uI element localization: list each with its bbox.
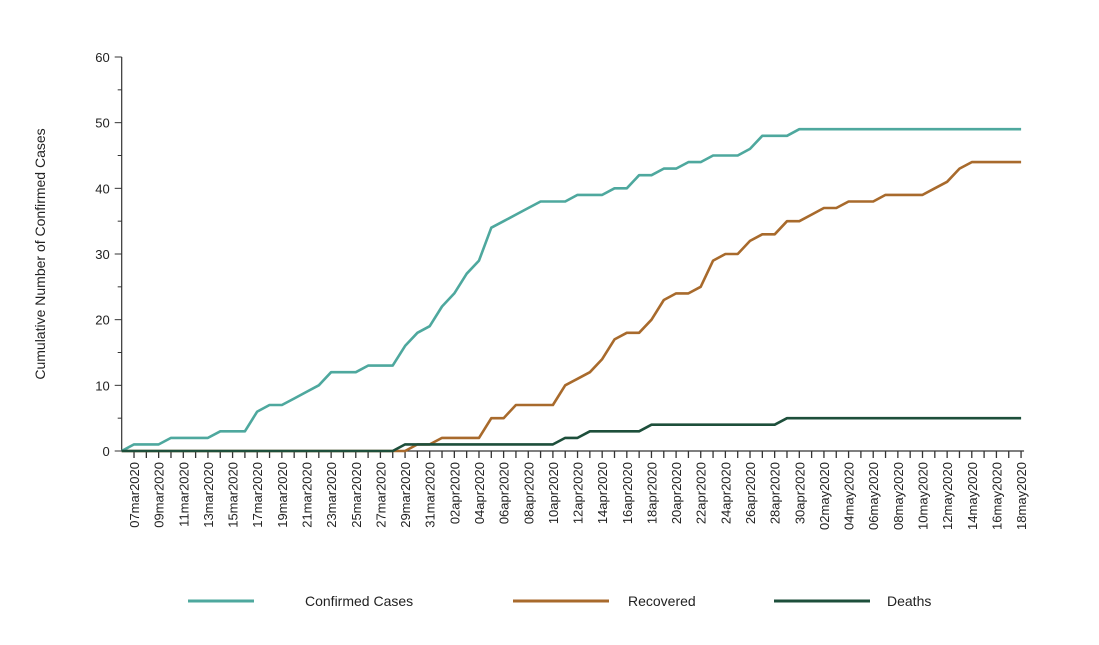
x-tick-label: 04apr2020 bbox=[472, 462, 487, 524]
x-tick-label: 23mar2020 bbox=[324, 462, 339, 528]
recovered-line bbox=[121, 160, 1022, 453]
x-tick-label: 15mar2020 bbox=[226, 462, 241, 528]
y-tick-label: 50 bbox=[95, 116, 109, 131]
x-tick-label: 08apr2020 bbox=[521, 462, 536, 524]
x-tick-label: 29mar2020 bbox=[398, 462, 413, 528]
y-tick-label: 0 bbox=[102, 444, 109, 459]
x-tick-label: 22apr2020 bbox=[694, 462, 709, 524]
x-tick-label: 17mar2020 bbox=[250, 462, 265, 528]
y-tick-label: 20 bbox=[95, 313, 109, 328]
y-tick-label: 60 bbox=[95, 50, 109, 65]
x-tick-label: 31mar2020 bbox=[423, 462, 438, 528]
x-tick-label: 18apr2020 bbox=[644, 462, 659, 524]
x-tick-label: 06apr2020 bbox=[497, 462, 512, 524]
x-tick-label: 20apr2020 bbox=[669, 462, 684, 524]
legend-label-confirmed: Confirmed Cases bbox=[305, 593, 413, 609]
x-tick-label: 26apr2020 bbox=[743, 462, 758, 524]
x-tick-label: 08may2020 bbox=[891, 462, 906, 530]
x-tick-label: 21mar2020 bbox=[300, 462, 315, 528]
x-tick-label: 14apr2020 bbox=[595, 462, 610, 524]
x-tick-label: 10may2020 bbox=[916, 462, 931, 530]
x-tick-label: 12may2020 bbox=[940, 462, 955, 530]
axes: 0 10 20 30 40 50 60 07mar2020 09mar2020 11mar2020… bbox=[95, 50, 1029, 530]
x-tick-label: 13mar2020 bbox=[201, 462, 216, 528]
y-tick-label: 40 bbox=[95, 181, 109, 196]
series-lines bbox=[121, 127, 1022, 453]
x-tick-label: 28apr2020 bbox=[768, 462, 783, 524]
legend-label-deaths: Deaths bbox=[887, 593, 931, 609]
legend: Confirmed Cases Recovered Deaths bbox=[188, 593, 931, 609]
x-tick-label: 25mar2020 bbox=[349, 462, 364, 528]
x-tick-label: 16apr2020 bbox=[620, 462, 635, 524]
x-tick-label: 24apr2020 bbox=[718, 462, 733, 524]
x-tick-label: 02apr2020 bbox=[447, 462, 462, 524]
x-tick-label: 06may2020 bbox=[866, 462, 881, 530]
x-tick-label: 07mar2020 bbox=[127, 462, 142, 528]
y-tick-label: 30 bbox=[95, 247, 109, 262]
x-tick-label: 30apr2020 bbox=[792, 462, 807, 524]
y-axis-label: Cumulative Number of Confirmed Cases bbox=[32, 128, 48, 379]
x-tick-label: 14may2020 bbox=[965, 462, 980, 530]
x-tick-label: 19mar2020 bbox=[275, 462, 290, 528]
deaths-line bbox=[121, 416, 1022, 453]
confirmed-cases-line bbox=[121, 127, 1022, 453]
x-tick-label: 02may2020 bbox=[817, 462, 832, 530]
x-tick-label: 11mar2020 bbox=[176, 462, 191, 527]
legend-label-recovered: Recovered bbox=[628, 593, 696, 609]
x-tick-label: 10apr2020 bbox=[546, 462, 561, 524]
x-tick-label: 18may2020 bbox=[1014, 462, 1029, 530]
x-tick-label: 04may2020 bbox=[842, 462, 857, 530]
x-tick-label: 27mar2020 bbox=[373, 462, 388, 528]
x-tick-label: 16may2020 bbox=[989, 462, 1004, 530]
x-tick-label: 09mar2020 bbox=[152, 462, 167, 528]
x-tick-label: 12apr2020 bbox=[571, 462, 586, 524]
y-tick-label: 10 bbox=[95, 378, 109, 393]
